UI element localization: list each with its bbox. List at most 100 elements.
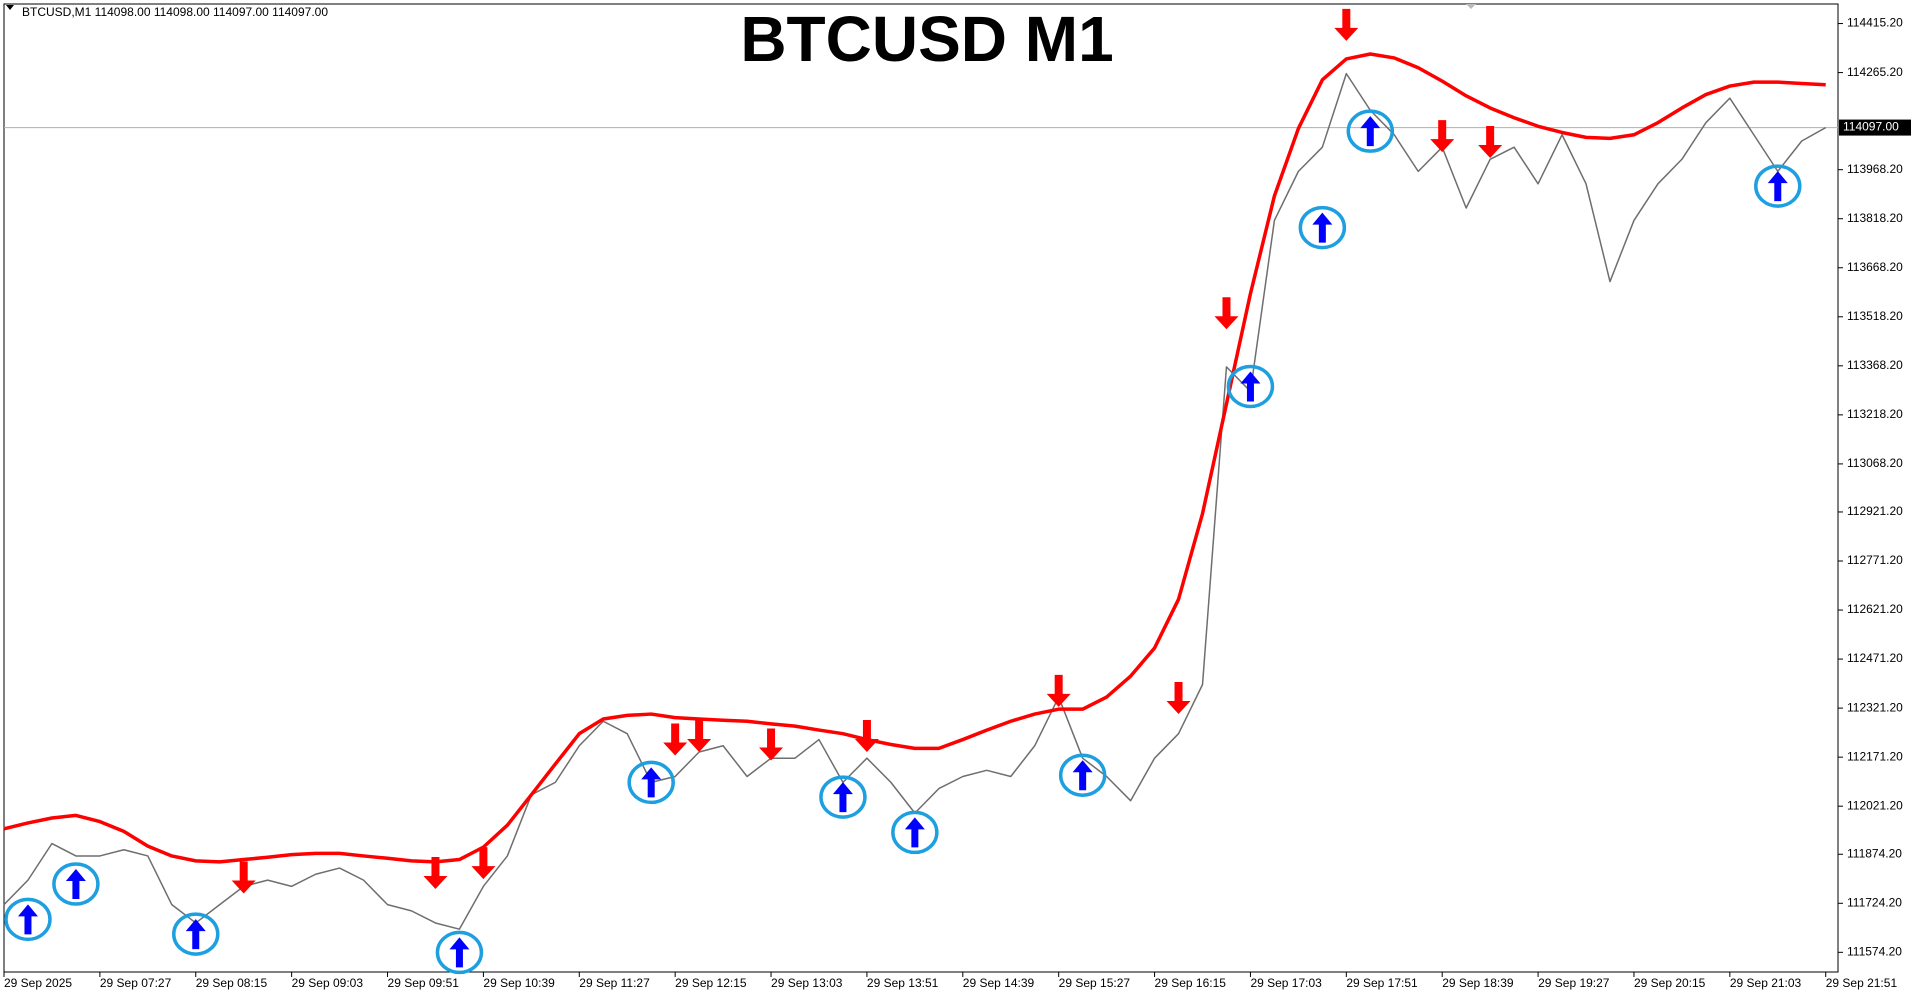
down-arrow [759, 728, 784, 761]
y-tick-label: 111874.20 [1847, 846, 1902, 860]
y-tick-label: 113368.20 [1847, 358, 1903, 372]
down-arrow [1214, 297, 1239, 330]
buy-signal [1226, 364, 1275, 409]
y-tick-label: 112771.20 [1847, 553, 1903, 567]
signal-circle [891, 810, 939, 855]
buy-signal [1346, 109, 1395, 153]
up-arrow [17, 904, 38, 935]
symbol-info: BTCUSD,M1 114098.00 114098.00 114097.00 … [22, 5, 328, 19]
sell-signal [1430, 120, 1455, 153]
buy-signal [4, 897, 52, 942]
x-tick-label: 29 Sep 19:27 [1538, 976, 1610, 990]
signal-circle [1298, 205, 1347, 250]
plot-frame [3, 3, 1839, 973]
current-price-box [1839, 119, 1911, 136]
sell-signal [1334, 8, 1359, 41]
up-arrow [904, 817, 925, 848]
down-arrow [423, 856, 448, 889]
x-tick-label: 29 Sep 09:03 [292, 976, 364, 990]
y-tick-label: 114265.20 [1847, 65, 1903, 79]
buy-signal [172, 912, 220, 956]
x-tick-label: 29 Sep 08:15 [196, 976, 268, 990]
sell-signal [231, 861, 256, 894]
scroll-marker [1466, 4, 1476, 9]
down-arrow [687, 719, 712, 752]
sell-signal [471, 847, 496, 880]
x-tick-label: 29 Sep 16:15 [1155, 976, 1227, 990]
buy-signal [1058, 753, 1107, 797]
down-arrow [854, 719, 879, 752]
signal-circle [819, 775, 867, 819]
up-arrow [1360, 116, 1381, 147]
buy-signal [52, 862, 100, 906]
chart-title: BTCUSD M1 [740, 3, 1113, 75]
sell-signal [854, 719, 879, 752]
x-tick-label: 29 Sep 11:27 [579, 976, 650, 990]
down-arrow [1166, 682, 1191, 715]
signal-circle [1754, 164, 1802, 208]
x-tick-label: 29 Sep 07:27 [100, 976, 172, 990]
y-tick-label: 112621.20 [1847, 602, 1903, 616]
x-tick-label: 29 Sep 12:15 [675, 976, 747, 990]
x-tick-label: 29 Sep 21:03 [1730, 976, 1802, 990]
x-tick-label: 29 Sep 09:51 [388, 976, 460, 990]
down-arrow [1430, 120, 1455, 153]
y-tick-label: 113668.20 [1847, 260, 1903, 274]
y-tick-label: 112471.20 [1847, 651, 1903, 665]
buy-signal [1754, 164, 1802, 208]
sell-signal [1478, 125, 1503, 158]
down-arrow [471, 847, 496, 880]
moving-average-line [3, 52, 1826, 864]
x-tick-label: 29 Sep 21:51 [1826, 976, 1898, 990]
x-tick-label: 29 Sep 17:51 [1346, 976, 1418, 990]
menu-triangle [6, 5, 14, 10]
y-tick-label: 114415.20 [1847, 16, 1903, 30]
signal-circle [52, 862, 100, 906]
signal-circle [1058, 753, 1107, 797]
signal-circle [627, 760, 675, 805]
buy-signal [891, 810, 939, 855]
buy-signal [435, 930, 484, 975]
x-tick-label: 29 Sep 2025 [4, 976, 72, 990]
x-tick-label: 29 Sep 18:39 [1442, 976, 1514, 990]
y-tick-label: 112921.20 [1847, 504, 1903, 518]
signal-circle [1226, 364, 1275, 409]
sell-signal [1214, 297, 1239, 330]
signal-circle [172, 912, 220, 956]
buy-signal [627, 760, 675, 805]
y-tick-label: 111574.20 [1847, 944, 1902, 958]
x-tick-label: 29 Sep 10:39 [483, 976, 555, 990]
up-arrow [1072, 760, 1093, 791]
signal-circle [4, 897, 52, 942]
buy-signal [1298, 205, 1347, 250]
sell-signal [1046, 674, 1071, 707]
current-price-label: 114097.00 [1843, 120, 1899, 134]
up-arrow [65, 869, 86, 900]
up-arrow [832, 782, 853, 813]
x-tick-label: 29 Sep 20:15 [1634, 976, 1706, 990]
x-tick-label: 29 Sep 14:39 [963, 976, 1035, 990]
up-arrow [1767, 171, 1788, 202]
sell-signal [759, 728, 784, 761]
sell-signal [663, 723, 688, 756]
sell-signal [687, 719, 712, 752]
signal-circle [1346, 109, 1395, 153]
y-tick-label: 112321.20 [1847, 700, 1903, 714]
y-tick-label: 113518.20 [1847, 309, 1903, 323]
y-tick-label: 112171.20 [1847, 749, 1903, 763]
y-tick-label: 113818.20 [1847, 211, 1903, 225]
y-tick-label: 111724.20 [1847, 895, 1902, 909]
down-arrow [1046, 674, 1071, 707]
down-arrow [1334, 8, 1359, 41]
sell-signal [423, 856, 448, 889]
down-arrow [231, 861, 256, 894]
up-arrow [641, 767, 662, 798]
y-tick-label: 113968.20 [1847, 162, 1903, 176]
x-tick-label: 29 Sep 15:27 [1059, 976, 1131, 990]
down-arrow [663, 723, 688, 756]
signal-circle [435, 930, 484, 975]
up-arrow [449, 937, 470, 968]
